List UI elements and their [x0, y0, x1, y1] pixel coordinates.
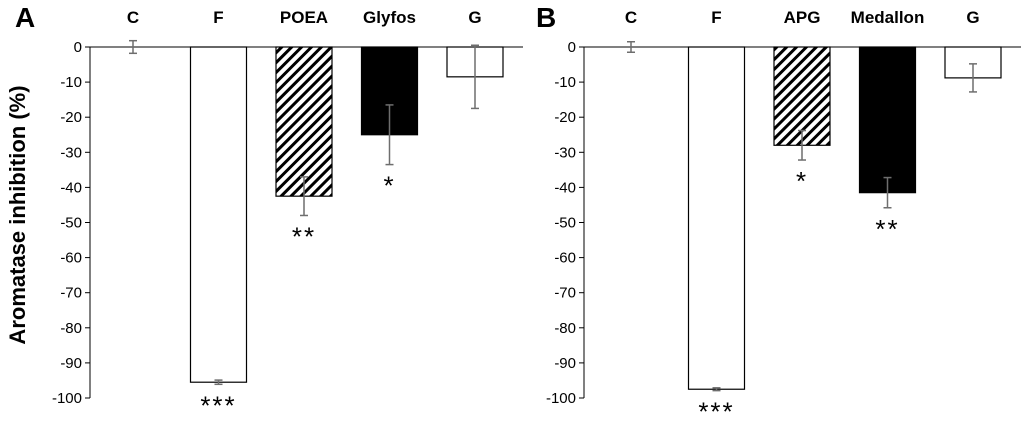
significance-label: ***	[200, 390, 236, 420]
y-tick-label: -90	[554, 355, 576, 372]
y-tick-label: -30	[60, 144, 82, 161]
y-tick-label: -100	[52, 390, 82, 407]
y-tick-label: -20	[554, 109, 576, 126]
significance-label: ***	[698, 397, 734, 427]
significance-label: **	[875, 214, 899, 244]
y-tick-label: -70	[554, 285, 576, 302]
y-tick-label: -90	[60, 355, 82, 372]
bar	[275, 46, 333, 197]
y-tick-label: -10	[60, 74, 82, 91]
y-tick-label: 0	[74, 39, 82, 56]
bar	[189, 46, 248, 383]
y-tick-label: -50	[554, 215, 576, 232]
y-tick-label: -40	[554, 179, 576, 196]
y-tick-label: -40	[60, 179, 82, 196]
y-tick-label: -70	[60, 285, 82, 302]
y-tick-label: -60	[60, 250, 82, 267]
category-label: Glyfos	[363, 8, 416, 27]
y-tick-label: -50	[60, 215, 82, 232]
category-label: F	[711, 8, 721, 27]
category-label: APG	[784, 8, 821, 27]
category-label: C	[625, 8, 637, 27]
y-tick-label: -10	[554, 74, 576, 91]
category-label: POEA	[280, 8, 328, 27]
category-label: Medallon	[851, 8, 925, 27]
significance-label: *	[796, 166, 808, 196]
significance-label: *	[383, 171, 395, 201]
category-label: C	[127, 8, 139, 27]
y-tick-label: -80	[554, 320, 576, 337]
bar	[858, 46, 917, 194]
y-axis-title: Aromatase inhibition (%)	[5, 85, 30, 344]
y-tick-label: 0	[568, 39, 576, 56]
y-tick-label: -80	[60, 320, 82, 337]
bar	[687, 46, 746, 390]
category-label: G	[966, 8, 979, 27]
y-tick-label: -30	[554, 144, 576, 161]
bar	[773, 46, 831, 146]
y-tick-label: -60	[554, 250, 576, 267]
y-tick-label: -100	[546, 390, 576, 407]
significance-label: **	[292, 221, 316, 251]
category-label: G	[468, 8, 481, 27]
panel-label: B	[536, 2, 556, 33]
panel-label: A	[15, 2, 35, 33]
y-tick-label: -20	[60, 109, 82, 126]
category-label: F	[213, 8, 223, 27]
